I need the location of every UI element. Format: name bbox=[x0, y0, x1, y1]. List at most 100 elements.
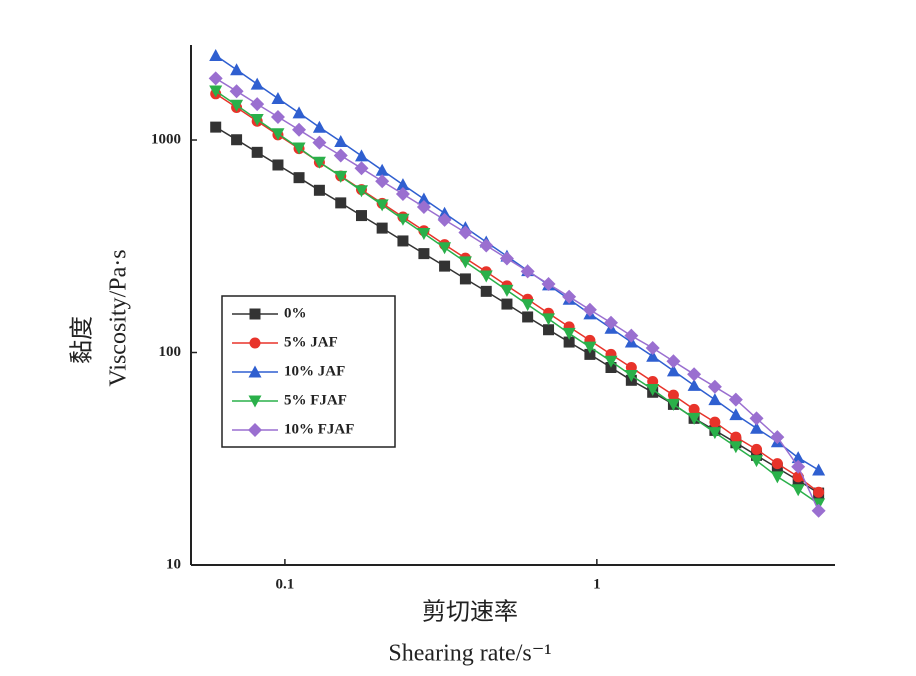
legend-label: 10% JAF bbox=[284, 363, 345, 379]
x-tick-label: 0.1 bbox=[276, 576, 295, 592]
data-point bbox=[231, 134, 243, 146]
data-point bbox=[230, 63, 244, 76]
data-point bbox=[458, 256, 472, 269]
data-point bbox=[730, 431, 742, 443]
data-point bbox=[645, 341, 660, 356]
data-point bbox=[292, 106, 306, 119]
data-point bbox=[459, 273, 471, 285]
data-point bbox=[770, 430, 785, 445]
data-point bbox=[770, 471, 784, 484]
x-axis-label: Shearing rate/s⁻¹ bbox=[388, 641, 551, 667]
legend-label: 5% FJAF bbox=[284, 392, 347, 408]
data-point bbox=[292, 122, 307, 137]
data-point bbox=[791, 459, 806, 474]
legend-label: 5% JAF bbox=[284, 334, 338, 350]
data-point bbox=[583, 341, 597, 354]
data-point bbox=[709, 416, 721, 428]
data-point bbox=[416, 199, 431, 214]
data-point bbox=[375, 199, 389, 212]
data-point bbox=[312, 156, 326, 169]
data-point bbox=[603, 315, 618, 330]
data-point bbox=[313, 184, 325, 196]
data-point bbox=[750, 421, 764, 434]
data-point bbox=[688, 403, 700, 415]
data-point bbox=[271, 92, 285, 105]
data-point bbox=[335, 197, 347, 209]
data-point bbox=[293, 172, 305, 184]
data-point bbox=[707, 379, 722, 394]
data-point bbox=[708, 427, 722, 440]
data-point bbox=[563, 336, 575, 348]
data-point bbox=[520, 264, 535, 279]
x-axis-label-cn: 剪切速率 bbox=[422, 599, 518, 626]
data-point bbox=[417, 228, 431, 241]
data-point bbox=[771, 458, 783, 470]
data-point bbox=[791, 451, 805, 464]
data-point bbox=[666, 364, 680, 377]
data-point bbox=[728, 392, 743, 407]
data-point bbox=[376, 222, 388, 234]
y-tick-label: 100 bbox=[159, 344, 182, 360]
data-point bbox=[562, 289, 577, 304]
legend-marker bbox=[248, 395, 262, 408]
data-point bbox=[209, 48, 223, 61]
legend-marker bbox=[248, 365, 262, 378]
legend-marker bbox=[249, 337, 261, 349]
data-point bbox=[375, 174, 390, 189]
data-point bbox=[666, 354, 681, 369]
data-point bbox=[418, 248, 430, 260]
data-point bbox=[458, 225, 473, 240]
data-point bbox=[272, 159, 284, 171]
data-point bbox=[250, 97, 265, 112]
data-point bbox=[354, 185, 368, 198]
data-point bbox=[334, 135, 348, 148]
data-point bbox=[312, 120, 326, 133]
data-point bbox=[687, 412, 701, 425]
data-point bbox=[438, 242, 452, 255]
data-point bbox=[584, 348, 596, 360]
data-point bbox=[396, 178, 410, 191]
data-point bbox=[250, 113, 264, 126]
data-point bbox=[729, 441, 743, 454]
data-point bbox=[333, 148, 348, 163]
data-point bbox=[542, 313, 556, 326]
data-point bbox=[582, 302, 597, 317]
data-point bbox=[209, 85, 223, 98]
data-point bbox=[354, 161, 369, 176]
data-point bbox=[292, 142, 306, 155]
data-point bbox=[521, 299, 535, 312]
data-point bbox=[646, 383, 660, 396]
data-point bbox=[334, 170, 348, 183]
data-point bbox=[396, 213, 410, 226]
data-point bbox=[251, 146, 263, 158]
legend-label: 10% FJAF bbox=[284, 421, 354, 437]
data-point bbox=[624, 328, 639, 343]
data-point bbox=[438, 206, 452, 219]
data-point bbox=[791, 484, 805, 497]
data-point bbox=[230, 99, 244, 112]
y-axis-label: Viscosity/Pa·s bbox=[106, 249, 132, 386]
data-point bbox=[812, 463, 826, 476]
data-point bbox=[375, 163, 389, 176]
data-point bbox=[480, 285, 492, 297]
data-point bbox=[729, 408, 743, 421]
data-point bbox=[479, 270, 493, 283]
y-tick-label: 1000 bbox=[151, 131, 181, 147]
data-point bbox=[395, 187, 410, 202]
data-point bbox=[811, 503, 826, 518]
data-point bbox=[355, 210, 367, 222]
y-axis-label-cn: 黏度 bbox=[69, 316, 96, 364]
data-point bbox=[813, 486, 825, 498]
legend-marker bbox=[248, 423, 262, 437]
data-point bbox=[479, 238, 494, 253]
data-point bbox=[250, 77, 264, 90]
data-point bbox=[687, 367, 702, 382]
data-point bbox=[397, 235, 409, 247]
data-point bbox=[270, 109, 285, 124]
data-point bbox=[437, 212, 452, 227]
data-point bbox=[543, 324, 555, 336]
data-point bbox=[749, 411, 764, 426]
data-point bbox=[751, 443, 763, 455]
data-point bbox=[439, 260, 451, 272]
